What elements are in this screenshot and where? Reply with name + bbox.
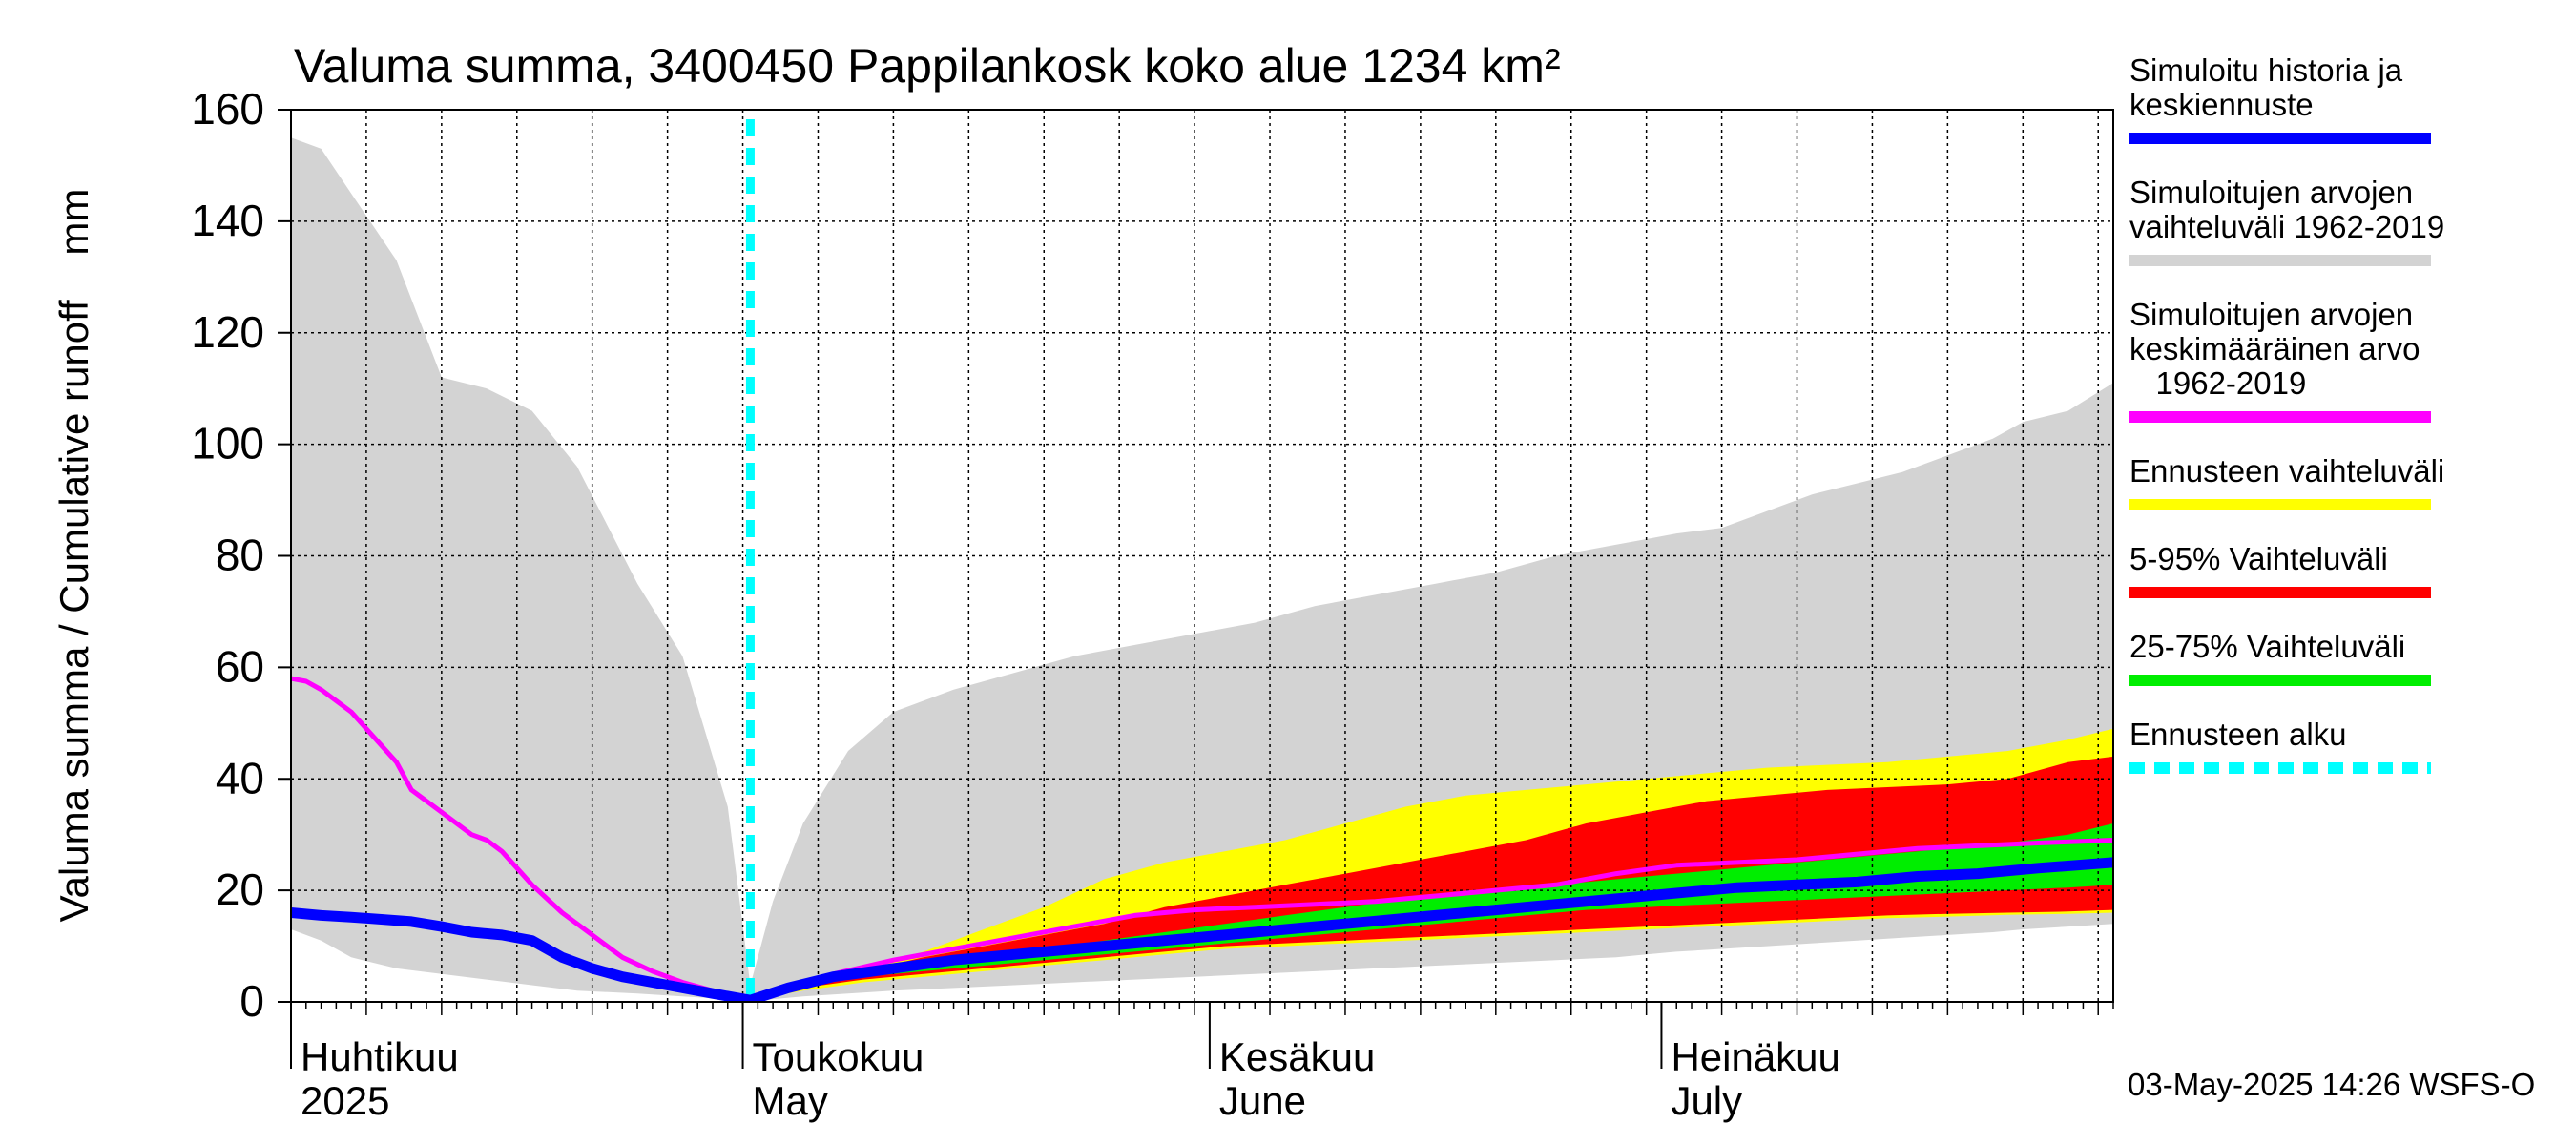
y-tick-label-7: 140 [191,196,264,245]
legend-text-0-0: Simuloitu historia ja [2129,52,2403,88]
range-bands [291,137,2113,1002]
legend-text-2-0: Simuloitujen arvojen [2129,297,2413,332]
legend-item-4: 5-95% Vaihteluväli [2129,541,2431,598]
legend-text-3-0: Ennusteen vaihteluväli [2129,453,2444,489]
y-tick-label-1: 20 [216,864,264,914]
legend-text-2-1: keskimääräinen arvo [2129,331,2420,366]
axis-ticks: 0 20 40 60 80 100 120 140 160 [191,84,2114,1026]
y-tick-label-5: 100 [191,419,264,468]
series-line-5 [291,857,2113,1002]
month-label-fi-3: Heinäkuu [1671,1034,1839,1079]
y-tick-label-6: 120 [191,307,264,357]
y-tick-label-8: 160 [191,84,264,134]
month-label-en-0: 2025 [301,1078,389,1123]
y-tick-label-0: 0 [239,976,264,1026]
month-label-en-1: May [753,1078,828,1123]
legend-text-1-0: Simuloitujen arvojen [2129,175,2413,210]
legend-item-5: 25-75% Vaihteluväli [2129,629,2431,686]
legend: Simuloitu historia jakeskiennusteSimuloi… [2129,52,2444,774]
grid-lines [291,110,2113,1002]
legend-text-5-0: 25-75% Vaihteluväli [2129,629,2405,664]
legend-item-3: Ennusteen vaihteluväli [2129,453,2444,510]
legend-text-2-2: 1962-2019 [2129,365,2306,401]
month-label-fi-2: Kesäkuu [1219,1034,1375,1079]
legend-item-6: Ennusteen alku [2129,717,2431,774]
month-label-fi-0: Huhtikuu [301,1034,459,1079]
band-2 [750,756,2113,1001]
legend-text-6-0: Ennusteen alku [2129,717,2347,752]
y-tick-label-2: 40 [216,753,264,802]
y-tick-label-3: 60 [216,641,264,691]
legend-text-4-0: 5-95% Vaihteluväli [2129,541,2388,576]
footer-timestamp: 03-May-2025 14:26 WSFS-O [2128,1067,2535,1102]
month-label-en-2: June [1219,1078,1306,1123]
series-lines [291,676,2113,1002]
y-tick-label-4: 80 [216,531,264,580]
chart-title: Valuma summa, 3400450 Pappilankosk koko … [294,39,1561,93]
legend-text-0-1: keskiennuste [2129,87,2314,122]
series-line-4 [291,676,2113,1002]
month-label-en-3: July [1671,1078,1742,1123]
y-axis-label: Valuma summa / Cumulative runoff mm [52,189,96,923]
month-label-fi-1: Toukokuu [753,1034,924,1079]
legend-text-1-1: vaihteluväli 1962-2019 [2129,209,2444,244]
